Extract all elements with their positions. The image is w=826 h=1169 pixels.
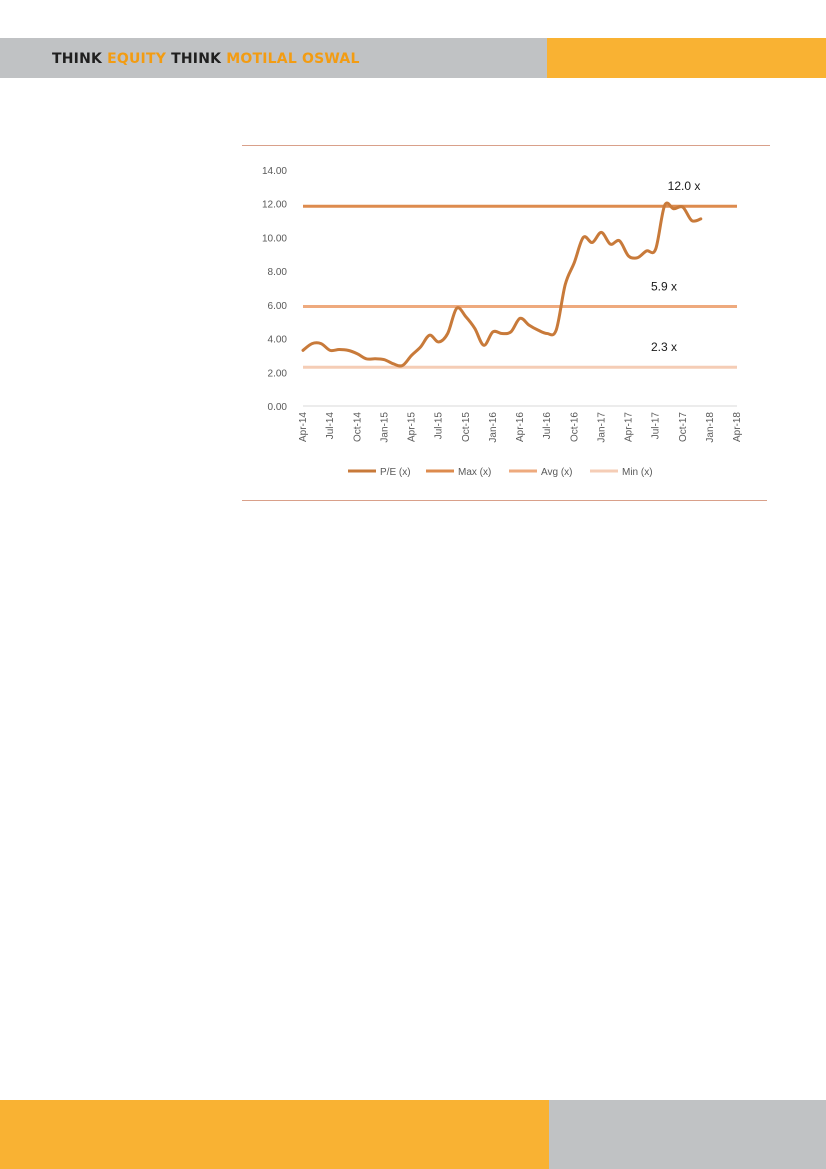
brand-tagline: THINK EQUITY THINK MOTILAL OSWAL	[52, 51, 360, 67]
brand-word-1: THINK	[52, 51, 108, 67]
legend-label: P/E (x)	[380, 467, 411, 478]
legend-label: Min (x)	[622, 467, 653, 478]
x-tick-label: Jan-18	[705, 412, 716, 443]
footer-accent	[0, 1100, 549, 1169]
y-tick-label: 6.00	[268, 301, 288, 312]
header-accent	[547, 38, 826, 78]
y-tick-label: 10.00	[262, 233, 287, 244]
y-tick-label: 2.00	[268, 368, 288, 379]
band-labels: 12.0 x 5.9 x 2.3 x	[651, 179, 700, 354]
header-bar	[0, 38, 547, 78]
x-tick-label: Jan-16	[488, 412, 499, 443]
pe-series	[301, 201, 703, 368]
x-tick-label: Apr-17	[624, 412, 635, 442]
brand-word-3: THINK	[171, 51, 227, 67]
legend-label: Max (x)	[458, 467, 491, 478]
x-tick-label: Oct-15	[461, 412, 472, 442]
brand-word-4: MOTILAL OSWAL	[226, 51, 360, 67]
x-tick-label: Apr-16	[515, 412, 526, 442]
band-label-max: 12.0 x	[668, 179, 701, 193]
y-tick-label: 14.00	[262, 166, 287, 177]
x-tick-label: Jul-15	[434, 412, 445, 440]
y-tick-label: 8.00	[268, 267, 288, 278]
chart-top-rule	[242, 145, 770, 146]
x-tick-label: Jan-15	[379, 412, 390, 443]
x-tick-label: Jan-17	[596, 412, 607, 443]
band-label-min: 2.3 x	[651, 340, 677, 354]
footer-bar	[549, 1100, 826, 1169]
y-tick-label: 12.00	[262, 200, 287, 211]
pe-band-chart: 0.00 2.00 4.00 6.00 8.00 10.00 12.00 14.00 Apr-…	[262, 166, 743, 478]
y-axis: 0.00 2.00 4.00 6.00 8.00 10.00 12.00 14.00	[262, 166, 287, 413]
x-axis: Apr-14 Jul-14 Oct-14 Jan-15 Apr-15 Jul-15 Oct-…	[298, 405, 743, 443]
x-tick-label: Jul-14	[325, 412, 336, 440]
x-tick-label: Jul-16	[542, 412, 553, 440]
brand-word-2: EQUITY	[107, 51, 172, 67]
legend-label: Avg (x)	[541, 467, 573, 478]
legend: P/E (x) Max (x) Avg (x) Min (x)	[348, 467, 653, 478]
x-tick-label: Apr-15	[407, 412, 418, 442]
x-tick-label: Apr-18	[732, 412, 743, 442]
y-tick-label: 0.00	[268, 402, 288, 413]
pe-line	[301, 201, 703, 368]
x-tick-label: Oct-16	[569, 412, 580, 442]
x-tick-label: Oct-14	[352, 412, 363, 442]
x-tick-label: Oct-17	[678, 412, 689, 442]
chart-bottom-rule	[242, 500, 767, 501]
x-tick-label: Jul-17	[651, 412, 662, 440]
y-tick-label: 4.00	[268, 335, 288, 346]
band-label-avg: 5.9 x	[651, 280, 677, 294]
x-tick-label: Apr-14	[298, 412, 309, 442]
